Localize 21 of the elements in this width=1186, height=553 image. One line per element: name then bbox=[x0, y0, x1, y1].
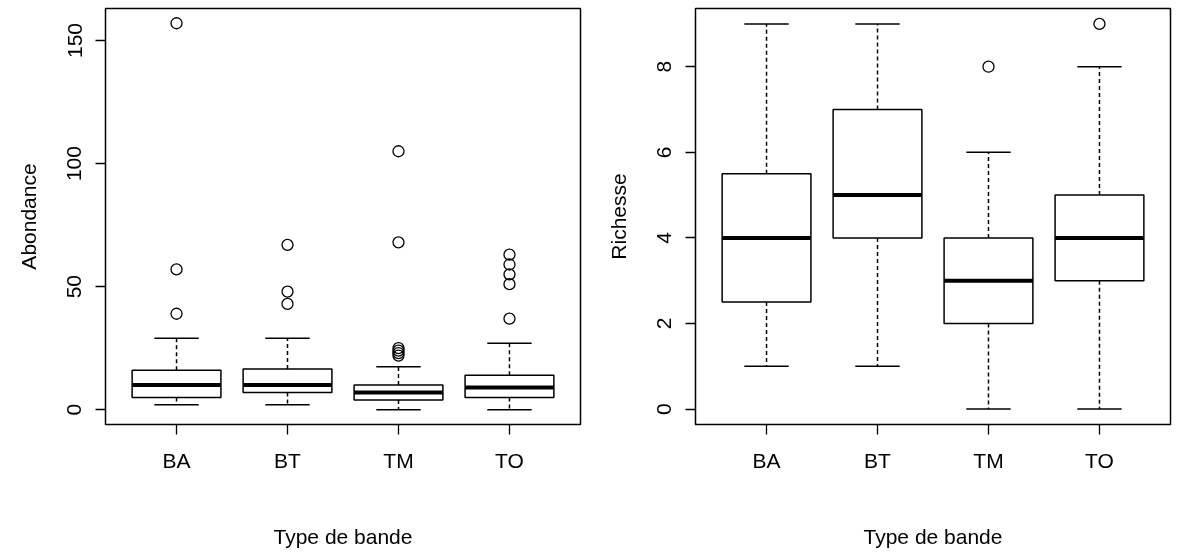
y-tick-label: 8 bbox=[652, 60, 676, 73]
y-tick-label: 4 bbox=[652, 231, 676, 244]
x-axis-title: Type de bande bbox=[863, 524, 1003, 548]
y-axis-title: Abondance bbox=[16, 163, 40, 270]
y-tick-label: 150 bbox=[62, 22, 86, 59]
x-axis-title: Type de bande bbox=[273, 524, 413, 548]
y-tick-label: 50 bbox=[62, 274, 86, 299]
y-tick-label: 0 bbox=[62, 403, 86, 416]
x-tick-label: BT bbox=[864, 448, 892, 472]
x-tick-label: TM bbox=[973, 448, 1004, 472]
x-tick-label: TO bbox=[1085, 448, 1114, 472]
x-tick-label: TM bbox=[383, 448, 414, 472]
y-tick-label: 100 bbox=[62, 146, 86, 182]
x-tick-label: BT bbox=[274, 448, 302, 472]
x-tick-label: BA bbox=[162, 448, 191, 472]
y-tick-label: 0 bbox=[652, 403, 676, 415]
y-axis-title: Richesse bbox=[606, 173, 630, 260]
x-tick-label: BA bbox=[752, 448, 781, 472]
y-tick-label: 6 bbox=[652, 146, 676, 159]
x-tick-label: TO bbox=[495, 448, 524, 472]
y-tick-label: 2 bbox=[652, 317, 676, 330]
